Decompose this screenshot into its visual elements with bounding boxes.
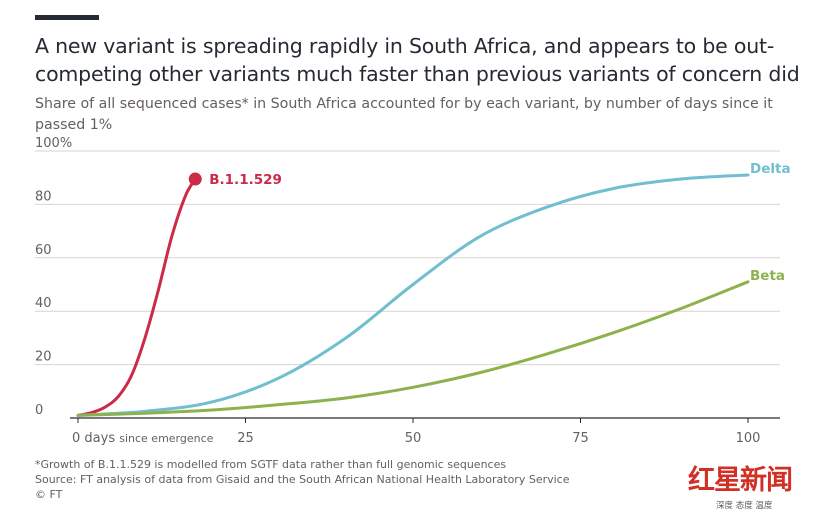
chart-title: A new variant is spreading rapidly in So… (35, 34, 800, 86)
chart-subtitle: Share of all sequenced cases* in South A… (35, 96, 773, 133)
brand-bar (35, 15, 99, 20)
x-tick-label: 50 (405, 431, 422, 446)
series-label-beta: Beta (750, 268, 785, 284)
footnote-text: *Growth of B.1.1.529 is modelled from SG… (35, 458, 507, 471)
series-end-marker-b-1-1-529 (188, 172, 202, 186)
series-label-b-1-1-529: B.1.1.529 (209, 172, 282, 188)
y-tick-label: 80 (35, 189, 52, 204)
watermark-logo: 红星新闻 (688, 465, 793, 496)
line-chart: 0 20 40 60 80 100% 0 days since emergence 25 50 7… (35, 136, 791, 446)
x-tick-label: 25 (237, 431, 254, 446)
chart-footer: *Growth of B.1.1.529 is modelled from SG… (35, 457, 675, 503)
news-watermark: 红星新闻 深度 态度 温度 (680, 458, 820, 514)
series-line-beta (76, 280, 750, 417)
series-line-delta (76, 173, 750, 417)
watermark-slogan: 深度 态度 温度 (716, 501, 773, 511)
x-tick-label: 75 (572, 431, 589, 446)
y-tick-label: 100% (35, 136, 72, 151)
credit-text: © FT (35, 488, 63, 502)
source-text: Source: FT analysis of data from Gisaid … (35, 473, 570, 487)
y-tick-label: 60 (35, 243, 52, 258)
series-label-delta: Delta (750, 161, 791, 177)
y-tick-label: 20 (35, 350, 52, 365)
series-line-b-1-1-529 (76, 177, 197, 417)
x-tick-label: 100 (736, 431, 761, 446)
y-tick-label: 0 (35, 403, 43, 418)
x-tick-label: 0 days since emergence (72, 431, 214, 446)
y-tick-label: 40 (35, 296, 52, 311)
